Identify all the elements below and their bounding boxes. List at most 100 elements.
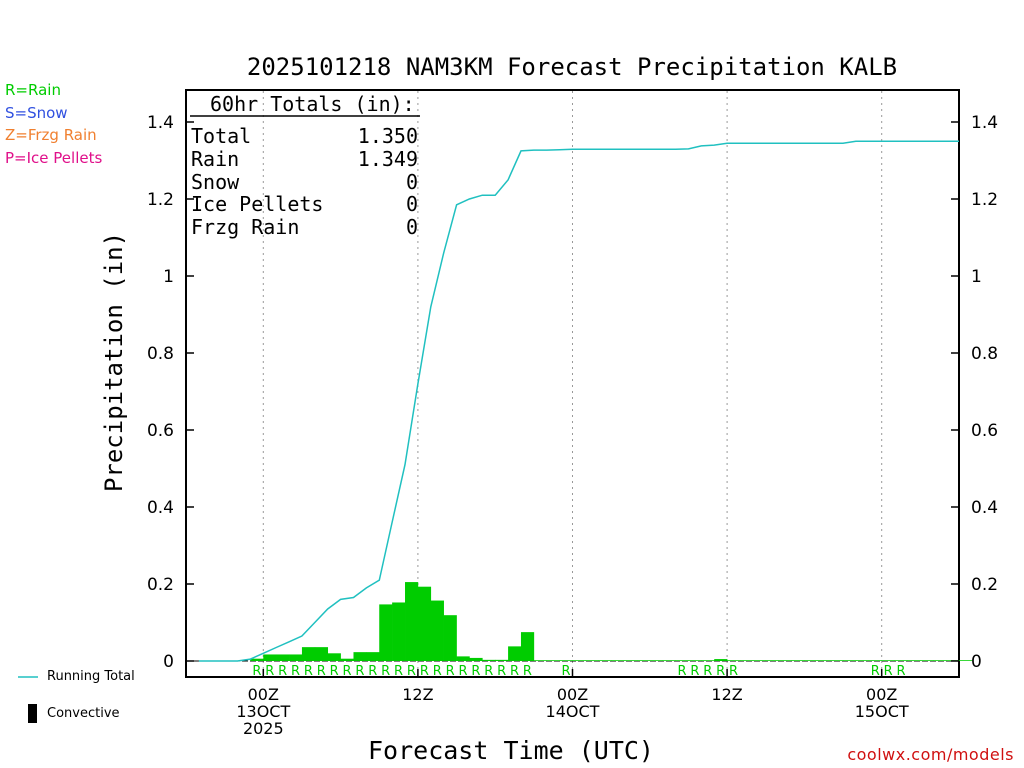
rain-bar: [675, 660, 689, 661]
y-tick-label-right: 1.4: [971, 113, 998, 133]
rain-bar: [752, 660, 767, 661]
x-tick-label: 00Z: [557, 685, 588, 704]
rain-bar: [907, 660, 921, 661]
rain-marker: R: [420, 664, 429, 679]
rain-bar: [405, 582, 419, 661]
x-tick-label: 14OCT: [546, 702, 600, 721]
rain-marker: R: [690, 664, 699, 679]
rain-bar: [417, 586, 432, 661]
rain-bar: [301, 647, 316, 661]
rain-marker: R: [897, 664, 906, 679]
rain-marker: R: [510, 664, 519, 679]
rain-marker: R: [291, 664, 300, 679]
legend-frzg-rain: Z=Frzg Rain: [5, 126, 97, 144]
convective-key-swatch: [28, 704, 37, 723]
x-tick-label: 15OCT: [855, 702, 909, 721]
totals-heading: 60hr Totals (in):: [210, 92, 415, 116]
rain-bar: [894, 660, 908, 661]
rain-bar: [649, 660, 663, 661]
rain-marker: R: [304, 664, 313, 679]
x-tick-label: 12Z: [711, 685, 742, 704]
rain-marker: R: [394, 664, 403, 679]
rain-bar: [263, 654, 277, 661]
credit-link[interactable]: coolwx.com/models: [847, 745, 1014, 764]
rain-bar: [804, 660, 818, 661]
rain-bar: [456, 656, 470, 661]
rain-bar: [959, 660, 973, 661]
rain-marker: R: [716, 664, 725, 679]
x-axis-label: Forecast Time (UTC): [368, 736, 654, 765]
rain-bar: [340, 658, 354, 661]
y-tick-label-left: 1.4: [147, 113, 174, 133]
y-ticks: 0 00.2 0.20.4 0.40.6 0.60.8 0.81 11.2 1.21.4 1.4: [147, 113, 998, 672]
rain-bar: [868, 660, 882, 661]
rain-bar: [559, 660, 573, 661]
totals-frzg-name: Frzg Rain: [191, 215, 299, 239]
rain-bar: [920, 660, 934, 661]
rain-bar: [276, 654, 290, 661]
rain-marker: R: [523, 664, 532, 679]
rain-bar: [289, 654, 303, 661]
rain-bar: [572, 660, 586, 661]
rain-marker: R: [252, 664, 261, 679]
running-total-layer: [198, 140, 959, 662]
rain-bar: [843, 660, 857, 661]
y-tick-label-left: 1.2: [147, 190, 174, 210]
rain-marker: R: [729, 664, 738, 679]
rain-marker: R: [458, 664, 467, 679]
totals-total-value: 1.350: [358, 124, 418, 148]
rain-marker: R: [703, 664, 712, 679]
rain-bar: [443, 615, 457, 661]
rain-bar: [508, 646, 522, 661]
rain-bar: [688, 660, 702, 661]
x-tick-label: 00Z: [248, 685, 279, 704]
rain-bar: [520, 632, 535, 661]
y-tick-label-right: 0.2: [971, 575, 998, 595]
rain-bar: [495, 659, 509, 661]
totals-rain-name: Rain: [191, 147, 239, 171]
convective-key-label: Convective: [47, 706, 120, 721]
y-tick-label-left: 0: [163, 652, 174, 672]
rain-bar: [392, 602, 406, 661]
rain-bar: [791, 660, 805, 661]
x-tick-label: 12Z: [402, 685, 433, 704]
rain-bar: [765, 660, 779, 661]
rain-bar: [881, 660, 895, 661]
rain-bar: [636, 660, 651, 661]
x-tick-label: 00Z: [866, 685, 897, 704]
y-tick-label-right: 0.8: [971, 344, 998, 364]
y-tick-label-left: 0.4: [147, 498, 174, 518]
rain-marker: R: [407, 664, 416, 679]
y-tick-label-left: 0.6: [147, 421, 174, 441]
rain-marker: R: [562, 664, 571, 679]
y-tick-label-right: 1.2: [971, 190, 998, 210]
rain-bar: [430, 600, 444, 661]
rain-bar: [830, 660, 844, 661]
rain-marker: R: [484, 664, 493, 679]
rain-bar: [250, 658, 264, 661]
chart-title: 2025101218 NAM3KM Forecast Precipitation…: [247, 53, 897, 81]
rain-marker: R: [446, 664, 455, 679]
rain-marker: R: [497, 664, 506, 679]
rain-bar: [533, 660, 548, 661]
y-tick-label-right: 0.6: [971, 421, 998, 441]
x-tick-label: 13OCT: [236, 702, 290, 721]
y-tick-label-left: 0.2: [147, 575, 174, 595]
rain-bar: [662, 660, 676, 661]
rain-marker: R: [433, 664, 442, 679]
y-tick-label-right: 0.4: [971, 498, 998, 518]
rain-marker: R: [278, 664, 287, 679]
y-axis-label: Precipitation (in): [100, 232, 128, 492]
rain-bar: [817, 660, 831, 661]
legend-ice-pellets: P=Ice Pellets: [5, 149, 103, 167]
rain-marker: R: [677, 664, 686, 679]
totals-snow-value: 0: [406, 170, 418, 194]
running-total-line: [198, 140, 959, 662]
rain-bar: [353, 652, 367, 661]
y-tick-label-left: 1: [163, 267, 174, 287]
rain-marker: R: [355, 664, 364, 679]
rain-bar: [778, 660, 792, 661]
totals-total-name: Total: [191, 124, 251, 148]
